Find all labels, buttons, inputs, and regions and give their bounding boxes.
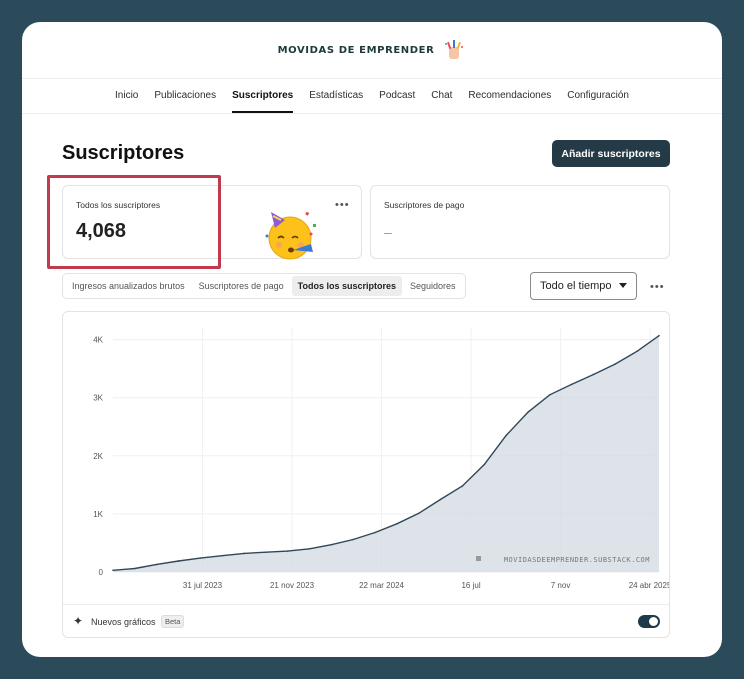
new-charts-toggle[interactable] (638, 615, 660, 628)
data-point (134, 567, 136, 570)
nav-item-inicio[interactable]: Inicio (115, 90, 139, 101)
data-point (374, 531, 376, 534)
watermark-text: MOVIDASDEEMPRENDER.SUBSTACK.COM (504, 556, 650, 564)
chart-footer: ✦ Nuevos gráficos Beta (63, 604, 669, 639)
data-point (527, 411, 529, 414)
y-tick-label: 4K (93, 336, 103, 345)
data-point (570, 383, 573, 386)
nav-item-estadisticas[interactable]: Estadísticas (309, 90, 364, 101)
data-point (658, 334, 660, 337)
beta-badge: Beta (161, 615, 185, 628)
toggle-knob (649, 617, 658, 626)
nav-item-chat[interactable]: Chat (431, 90, 453, 101)
partying-face-icon (265, 211, 316, 260)
time-range-value: Todo el tiempo (540, 280, 612, 292)
data-point (461, 485, 464, 487)
watermark-icon (476, 556, 481, 561)
data-point (221, 554, 223, 557)
more-options-icon[interactable]: ••• (335, 199, 350, 211)
nav-item-configuracion[interactable]: Configuración (567, 90, 629, 101)
data-point (483, 463, 486, 466)
highlight-box (47, 175, 221, 269)
data-point (308, 547, 311, 550)
add-subscribers-button[interactable]: Añadir suscriptores (552, 140, 670, 167)
publication-logo-icon (445, 40, 464, 59)
nav-item-publicaciones[interactable]: Publicaciones (154, 90, 217, 101)
x-tick-label: 24 abr 2025 (629, 581, 669, 590)
series-area (113, 335, 659, 572)
subscribers-chart: 0 1K 2K 3K 4K 31 jul 2023 21 nov 2023 22 mar 20… (93, 328, 669, 590)
sparkle-icon: ✦ (73, 614, 84, 628)
caret-down-icon (619, 283, 627, 288)
publication-header: MOVIDAS DE EMPRENDER (22, 22, 722, 78)
series-line (112, 335, 660, 571)
data-point (199, 557, 202, 559)
y-tick-label: 3K (93, 394, 103, 403)
data-point (112, 569, 114, 572)
x-tick-label: 21 nov 2023 (270, 581, 315, 590)
paid-subscribers-card: Suscriptores de pago – (370, 185, 670, 259)
data-point (155, 563, 158, 566)
y-tick-label: 2K (93, 452, 103, 461)
new-charts-label: Nuevos gráficos (91, 617, 156, 627)
data-point (439, 498, 442, 501)
data-point (265, 551, 267, 554)
data-point (505, 434, 507, 437)
all-subscribers-label: Todos los suscriptores (76, 200, 161, 210)
page-title: Suscriptores (62, 142, 185, 164)
data-point (636, 350, 638, 353)
nav-item-podcast[interactable]: Podcast (379, 90, 416, 101)
time-range-select[interactable]: Todo el tiempo (530, 272, 637, 300)
data-point (592, 373, 595, 376)
metric-tabs: Ingresos anualizados brutos Suscriptores… (62, 273, 466, 299)
dashboard-card: MOVIDAS DE EMPRENDER Inicio Publicacione… (22, 22, 722, 657)
tab-suscriptores-de-pago[interactable]: Suscriptores de pago (198, 281, 284, 291)
data-point (352, 538, 355, 541)
data-point (549, 394, 551, 396)
all-subscribers-value: 4,068 (76, 220, 127, 242)
data-point (396, 522, 398, 525)
nav-item-suscriptores[interactable]: Suscriptores (232, 79, 294, 113)
tab-ingresos-anualizados[interactable]: Ingresos anualizados brutos (72, 281, 185, 291)
all-subscribers-card: Todos los suscriptores 4,068 ••• (62, 185, 362, 260)
publication-name[interactable]: MOVIDAS DE EMPRENDER (277, 44, 435, 56)
data-point (330, 543, 333, 546)
x-tick-label: 16 jul (461, 581, 480, 590)
data-point (243, 552, 245, 555)
data-point (417, 512, 420, 515)
tab-seguidores[interactable]: Seguidores (410, 281, 456, 291)
subscribers-chart-card: 0 1K 2K 3K 4K 31 jul 2023 21 nov 2023 22 mar 20… (62, 311, 670, 638)
tab-todos-los-suscriptores[interactable]: Todos los suscriptores (291, 276, 402, 296)
paid-subscribers-label: Suscriptores de pago (384, 200, 465, 210)
nav-item-recomendaciones[interactable]: Recomendaciones (468, 90, 552, 101)
x-tick-label: 31 jul 2023 (183, 581, 223, 590)
main-nav: Inicio Publicaciones Suscriptores Estadí… (22, 78, 722, 114)
chart-more-icon[interactable]: ••• (650, 281, 665, 293)
data-point (177, 560, 180, 562)
paid-subscribers-value: – (384, 224, 392, 240)
y-tick-label: 1K (93, 510, 103, 519)
data-point (286, 550, 289, 552)
y-tick-label: 0 (99, 568, 104, 577)
x-tick-label: 22 mar 2024 (359, 581, 404, 590)
data-point (614, 363, 617, 365)
x-tick-label: 7 nov (551, 581, 571, 590)
